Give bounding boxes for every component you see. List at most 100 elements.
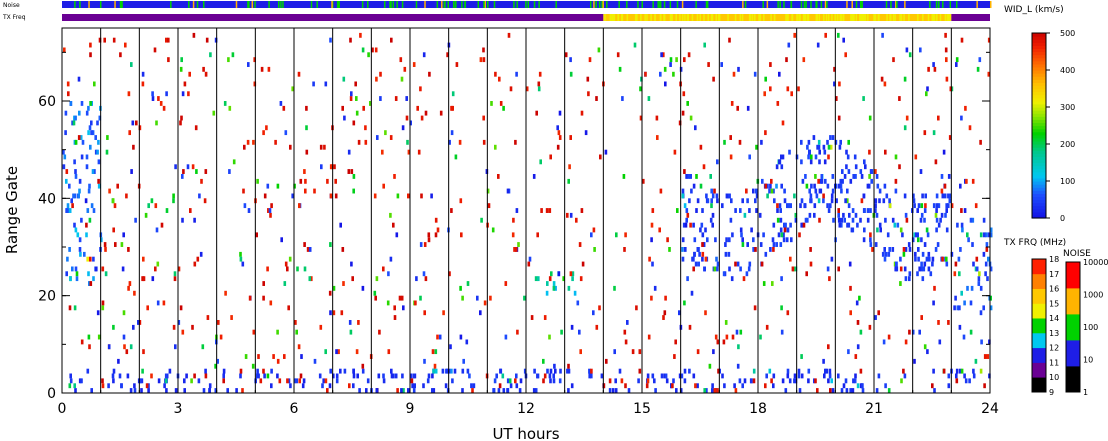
noise-echo-cell: [379, 96, 382, 101]
tx-freq-mark: [715, 14, 718, 21]
data-cell: [964, 378, 968, 384]
noise-echo-cell: [802, 57, 806, 63]
data-cell: [961, 227, 964, 233]
noise-strip: [62, 1, 992, 8]
noise-echo-cell: [776, 217, 780, 223]
data-cell: [808, 212, 812, 218]
data-cell: [917, 256, 920, 262]
noise-strip-mark: [949, 1, 952, 8]
data-cell: [988, 373, 991, 379]
data-cell: [78, 178, 82, 184]
noise-echo-cell: [266, 266, 269, 272]
tx-freq-colorbar-title: TX FRQ (MHz): [1003, 238, 1066, 248]
tx-freq-mark: [749, 14, 752, 21]
noise-echo-cell: [162, 105, 166, 111]
noise-echo-cell: [74, 139, 78, 145]
noise-echo-cell: [134, 217, 137, 223]
x-tick-label: 12: [517, 401, 535, 417]
data-cell: [693, 237, 697, 243]
tx-freq-colorbar-step: [1032, 303, 1046, 319]
noise-echo-cell: [228, 169, 231, 174]
data-cell: [869, 169, 873, 174]
data-cell: [786, 227, 790, 233]
noise-echo-cell: [849, 310, 852, 316]
data-cell: [692, 256, 695, 262]
tx-freq-mark: [691, 14, 694, 21]
noise-echo-cell: [451, 105, 454, 111]
noise-strip-mark: [170, 1, 172, 8]
noise-strip-mark: [855, 1, 858, 8]
noise-echo-cell: [150, 373, 153, 379]
noise-echo-cell: [623, 329, 627, 335]
data-cell: [768, 368, 772, 374]
data-cell: [960, 290, 963, 296]
data-cell: [711, 388, 714, 393]
data-cell: [727, 251, 731, 257]
data-cell: [885, 193, 889, 199]
noise-strip-mark: [538, 1, 540, 8]
noise-echo-cell: [805, 271, 808, 277]
noise-echo-cell: [142, 276, 146, 282]
noise-echo-cell: [239, 251, 242, 257]
noise-echo-cell: [319, 144, 323, 150]
noise-strip-mark: [824, 1, 827, 8]
data-cell: [87, 188, 91, 194]
data-cell: [600, 373, 604, 379]
width-colorbar-step: [1032, 174, 1046, 179]
noise-echo-cell: [650, 237, 653, 243]
noise-echo-cell: [575, 217, 578, 223]
noise-echo-cell: [406, 139, 409, 145]
data-cell: [874, 208, 877, 213]
noise-strip-mark: [396, 1, 398, 8]
data-cell: [318, 373, 322, 379]
noise-echo-cell: [179, 66, 183, 72]
data-cell: [614, 378, 617, 384]
data-cell: [681, 237, 685, 243]
noise-echo-cell: [451, 91, 455, 97]
data-cell: [731, 232, 734, 238]
noise-echo-cell: [396, 388, 399, 393]
noise-echo-cell: [104, 247, 107, 252]
data-cell: [852, 174, 855, 179]
noise-echo-cell: [800, 159, 803, 165]
data-cell: [874, 242, 878, 247]
data-cell: [876, 227, 879, 233]
noise-echo-cell: [880, 76, 884, 82]
data-cell: [746, 242, 749, 247]
noise-echo-cell: [482, 139, 486, 145]
noise-echo-cell: [772, 247, 775, 252]
noise-echo-cell: [276, 329, 279, 335]
noise-echo-cell: [262, 295, 265, 301]
noise-echo-cell: [549, 154, 552, 160]
width-colorbar-step: [1032, 63, 1046, 68]
noise-echo-cell: [313, 188, 316, 194]
data-cell: [894, 266, 897, 272]
data-cell: [721, 203, 724, 209]
data-cell: [908, 276, 911, 282]
data-cell: [74, 266, 78, 272]
noise-echo-cell: [114, 242, 117, 247]
data-cell: [533, 368, 536, 374]
noise-echo-cell: [73, 305, 77, 311]
noise-echo-cell: [209, 52, 212, 58]
noise-echo-cell: [937, 320, 940, 325]
data-cell: [736, 261, 740, 267]
noise-echo-cell: [352, 174, 356, 179]
tx-freq-mark: [927, 14, 930, 21]
noise-strip-mark: [976, 1, 978, 8]
noise-echo-cell: [231, 52, 235, 58]
data-cell: [472, 383, 476, 389]
noise-echo-cell: [193, 261, 197, 267]
data-cell: [878, 198, 881, 204]
tx-freq-mark: [617, 14, 619, 21]
tx-freq-mark: [710, 14, 713, 21]
data-cell: [705, 388, 708, 393]
tx-freq-segment: [951, 14, 990, 21]
noise-echo-cell: [690, 290, 694, 296]
noise-strip-mark: [777, 1, 779, 8]
noise-echo-cell: [399, 57, 403, 63]
noise-echo-cell: [884, 149, 887, 155]
noise-echo-cell: [181, 174, 184, 179]
noise-colorbar-step: [1066, 366, 1080, 393]
noise-echo-cell: [959, 183, 962, 189]
